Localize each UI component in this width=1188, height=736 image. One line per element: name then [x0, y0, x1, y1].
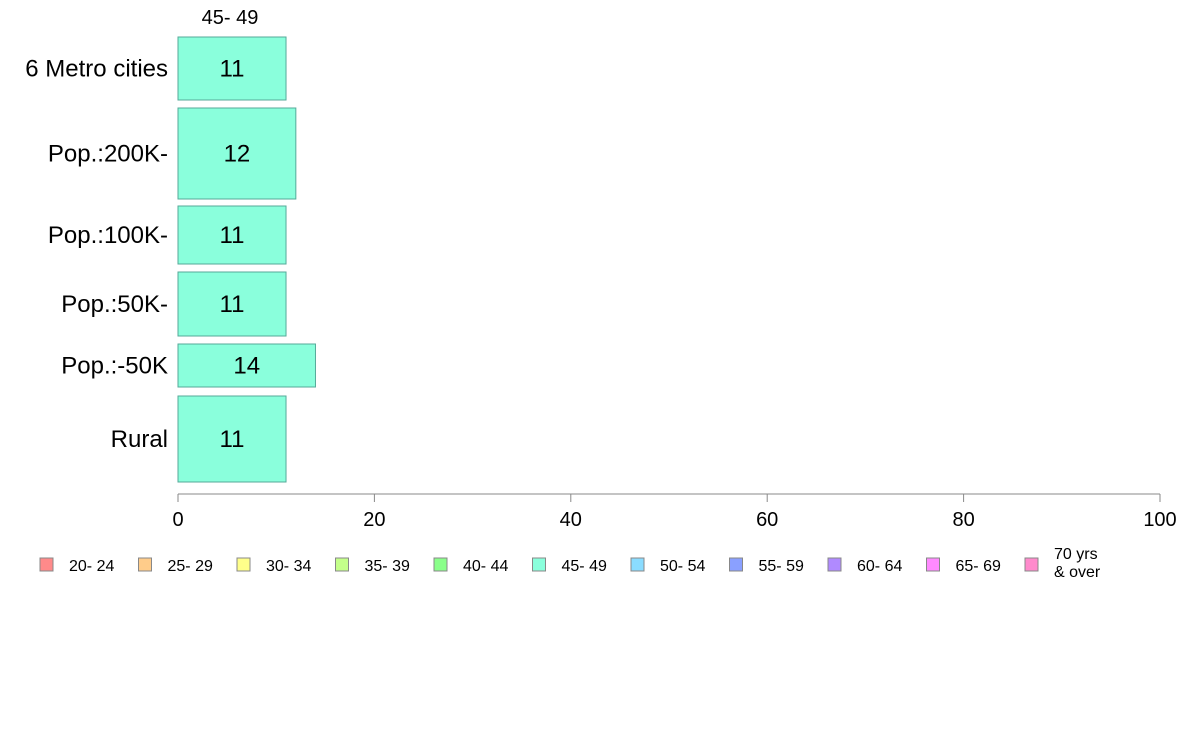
- data-label: 11: [220, 426, 245, 453]
- bar-3: [177, 271, 287, 337]
- legend-label: 25- 29: [168, 558, 213, 575]
- legend-item: 20- 24: [39, 557, 114, 575]
- legend-item: 30- 34: [236, 557, 311, 575]
- legend-label: 20- 24: [69, 558, 114, 575]
- legend-item: 40- 44: [433, 557, 508, 575]
- legend-label: 40- 44: [463, 558, 508, 575]
- legend-label: 65- 69: [956, 558, 1001, 575]
- legend-item: 35- 39: [335, 557, 410, 575]
- legend-swatch: [630, 557, 645, 572]
- category-label: 6 Metro cities: [25, 56, 168, 83]
- legend-swatch: [532, 557, 546, 572]
- legend-label: 60- 64: [857, 558, 902, 575]
- legend-item: 55- 59: [729, 557, 804, 575]
- data-label: 11: [220, 291, 245, 318]
- bar-4: [177, 343, 316, 388]
- data-label: 12: [224, 141, 251, 168]
- legend: 20- 24 25- 29 30- 34 35- 39 40- 44 45- 49 50- …: [39, 546, 1101, 581]
- category-label: Pop.:50K-: [61, 291, 168, 318]
- category-label: Pop.:100K-: [48, 222, 168, 249]
- legend-swatch: [138, 557, 152, 572]
- legend-label: 35- 39: [365, 558, 410, 575]
- bar-5: [177, 395, 287, 483]
- x-tick-label: 100: [1143, 509, 1176, 531]
- bar-1: [177, 107, 297, 200]
- legend-item: 25- 29: [138, 557, 213, 575]
- legend-item: 65- 69: [926, 557, 1001, 575]
- legend-swatch: [926, 557, 940, 572]
- legend-item: 70 yrs & over: [1024, 546, 1101, 581]
- legend-swatch: [236, 557, 251, 572]
- x-axis: 0 20 40 60 80 100: [172, 493, 1177, 531]
- legend-label: 45- 49: [562, 558, 607, 575]
- series-title: 45- 49: [202, 7, 259, 29]
- legend-label: 55- 59: [759, 558, 804, 575]
- legend-swatch: [729, 557, 743, 572]
- legend-swatch: [335, 557, 349, 572]
- bar-2: [177, 205, 287, 265]
- x-tick-label: 60: [756, 509, 778, 531]
- data-label: 11: [220, 56, 245, 83]
- legend-item: 45- 49: [532, 557, 607, 575]
- category-label: Pop.:200K-: [48, 141, 168, 168]
- data-label: 14: [233, 353, 260, 380]
- legend-swatch: [1024, 557, 1039, 572]
- legend-swatch: [433, 557, 448, 572]
- legend-item: 50- 54: [630, 557, 705, 575]
- bar-0: [177, 36, 287, 101]
- legend-label: 30- 34: [266, 558, 311, 575]
- legend-swatch: [827, 557, 842, 572]
- x-tick-label: 40: [560, 509, 582, 531]
- x-tick-label: 0: [172, 509, 183, 531]
- x-tick-label: 20: [363, 509, 385, 531]
- legend-label: 50- 54: [660, 558, 705, 575]
- legend-item: 60- 64: [827, 557, 902, 575]
- legend-swatch: [39, 557, 54, 572]
- bars: 6 Metro cities 11 Pop.:200K- 12 Pop.:100K- 11…: [25, 36, 316, 483]
- category-label: Rural: [111, 426, 168, 453]
- category-label: Pop.:-50K: [61, 353, 168, 380]
- legend-label: 70 yrs & over: [1054, 546, 1101, 581]
- x-tick-label: 80: [952, 509, 974, 531]
- data-label: 11: [220, 222, 245, 249]
